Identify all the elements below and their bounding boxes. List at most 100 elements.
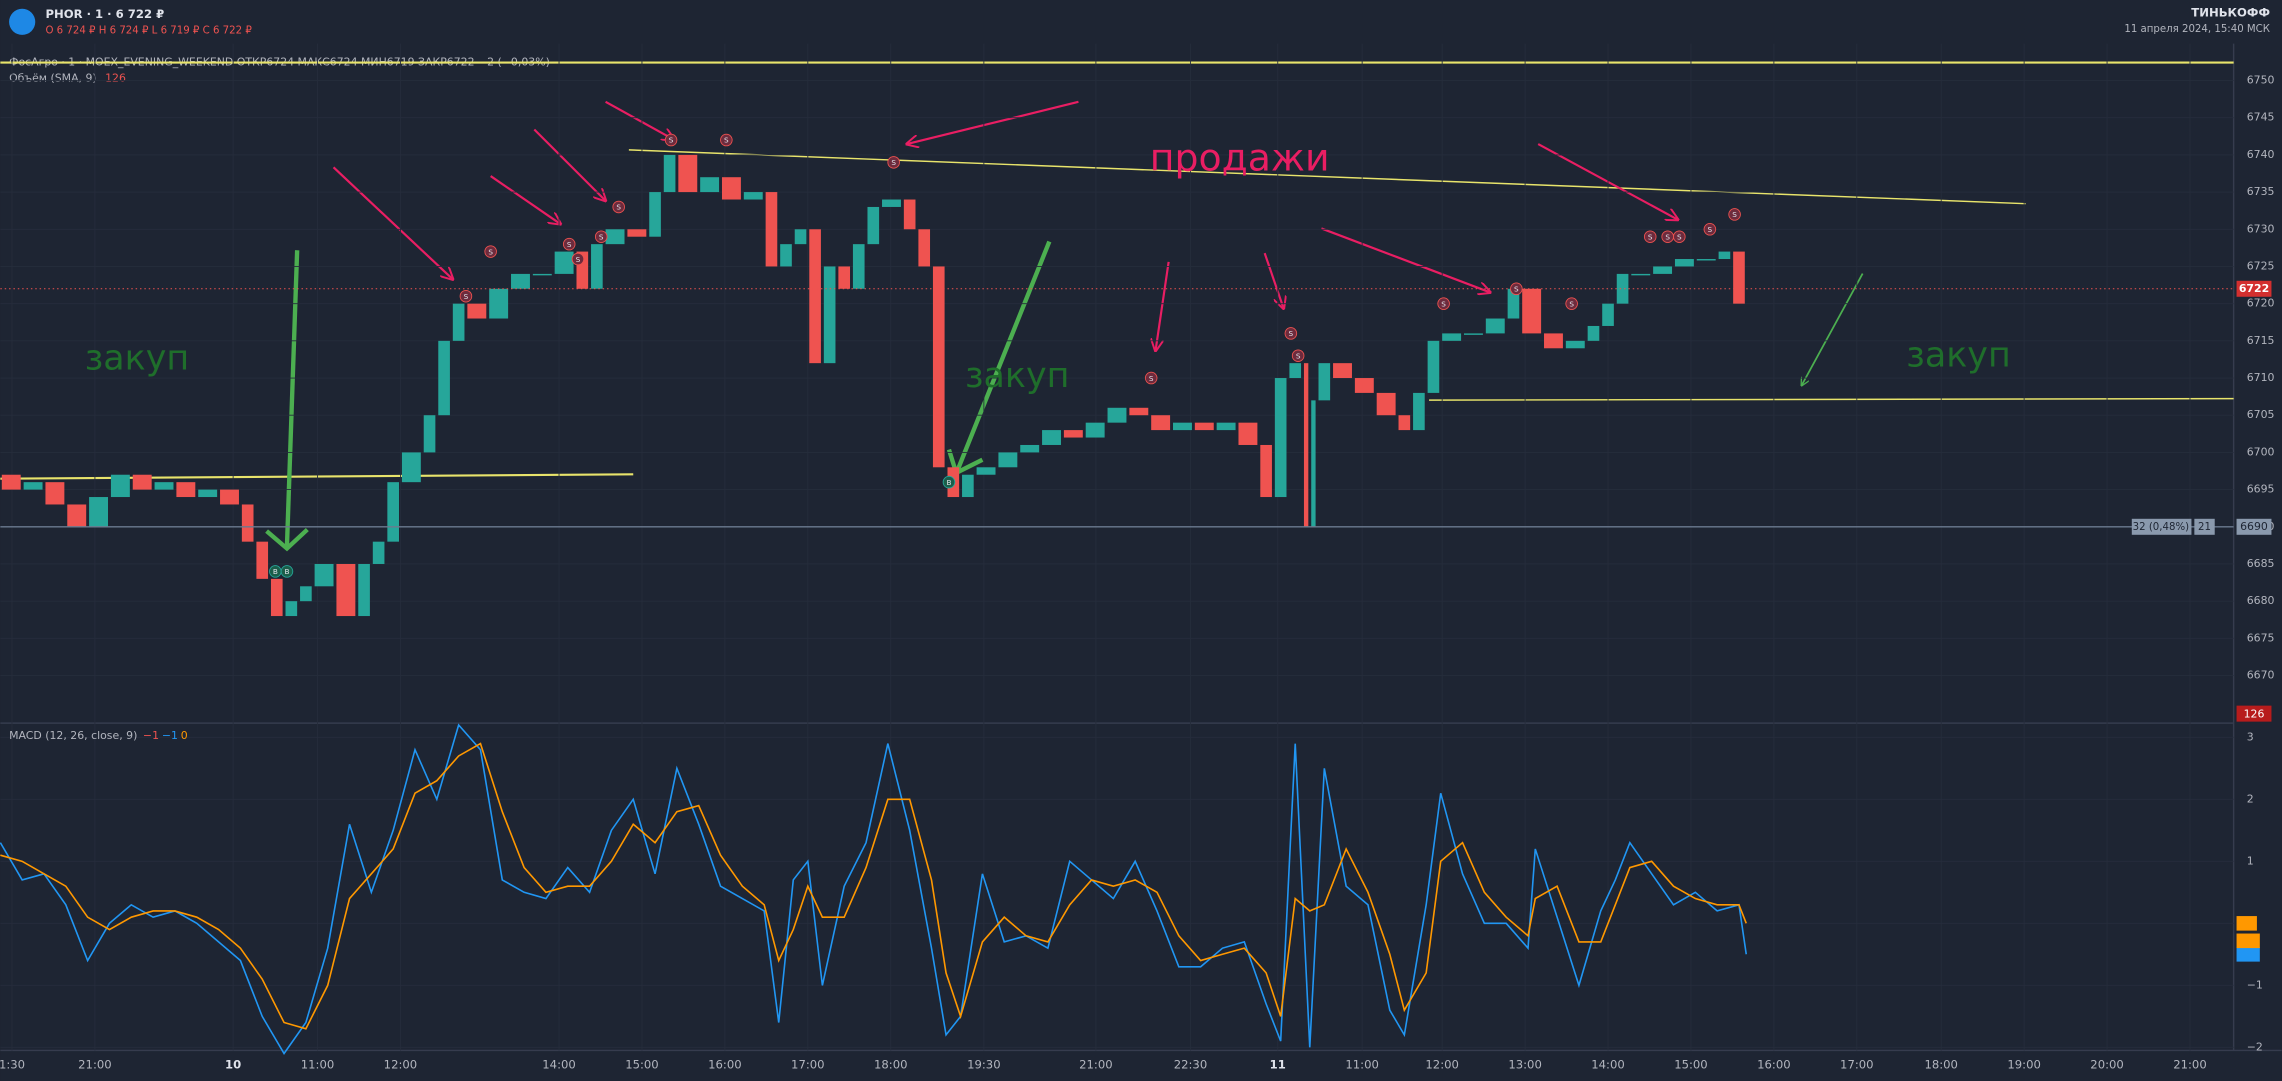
y-tick-label: 6685 [2247,557,2275,570]
x-tick-label: 18:00 [1924,1057,1958,1071]
hline-label: 6690 [2240,520,2268,533]
x-tick-label: 16:00 [708,1057,742,1071]
candle [1565,340,1585,349]
y-tick-label: 6740 [2247,148,2275,161]
candle [176,482,196,498]
x-tick-label: 11:00 [301,1057,335,1071]
candle [1129,407,1149,416]
x-tick-label: 16:00 [1757,1057,1791,1071]
candle [932,266,945,468]
legend-value: −1 [143,729,159,742]
arrow [605,100,674,140]
signal-marker [1565,297,1578,310]
signal-label: B [273,567,278,576]
candle [1696,259,1716,261]
candle [1238,422,1258,445]
signal-marker [612,200,625,214]
x-tick-label: 14:00 [1591,1057,1625,1071]
y-tick-label: 2 [2247,792,2254,805]
candle [663,154,676,193]
annotation: закуп [1906,335,2011,375]
candle [1085,422,1105,438]
signal-marker [664,133,678,147]
y-tick-label: 6680 [2247,594,2275,607]
candle [1311,400,1316,527]
y-tick-label: 6720 [2247,297,2275,310]
candle [1507,288,1520,319]
y-tick-label: −2 [2247,1040,2263,1053]
x-tick-label: 21:00 [2173,1057,2207,1071]
volume-value: 126 [105,72,126,85]
arrow [1156,261,1170,351]
x-tick-label: 19:00 [2007,1057,2041,1071]
signal-marker [720,133,733,147]
candle [1463,333,1483,335]
signal-label: S [1732,210,1737,219]
signal-marker [887,156,900,169]
signal-label: S [567,240,572,249]
arrow [1321,227,1490,292]
signal-marker [594,230,608,243]
last-price-label: 6722 [2239,282,2269,295]
signal-marker [562,237,576,251]
arrow [1802,273,1864,386]
candle [1485,318,1505,334]
candle [852,244,865,289]
candle [1354,378,1374,393]
y-tick-label: 1 [2247,854,2254,867]
x-tick-label: 10 [225,1057,241,1071]
signal-label: B [946,478,951,487]
candle [154,482,174,490]
candle [220,489,239,505]
signal-label: S [464,292,469,301]
candle [1427,340,1440,393]
candle [867,206,880,245]
hline-change: 32 (0,48%) [2133,522,2189,533]
trend-line [0,473,634,480]
candle [270,578,283,617]
arrow [1263,252,1284,308]
signal-marker [459,289,473,303]
volume-badge-label: 126 [2244,707,2265,720]
macd-line [0,742,1747,1030]
candle [452,303,465,341]
candle [132,474,152,490]
candle [962,474,974,498]
trend-line [1429,397,2234,401]
logo [9,8,36,35]
x-tick-label: 17:00 [791,1057,825,1071]
x-tick-label: 19:30 [967,1057,1001,1071]
pane-title: MACD (12, 26, close, 9) [9,729,137,742]
candle [1216,422,1236,431]
candle [67,504,87,527]
candle [1303,363,1309,527]
y-tick-label: 6710 [2247,371,2275,384]
candle [1151,415,1171,431]
candle [198,489,218,498]
candle [387,482,399,542]
candle [1544,333,1563,349]
series-badge [2236,947,2260,962]
candle [489,288,509,319]
signal-label: S [1289,329,1294,338]
candle [918,229,931,267]
volume-badge [2236,705,2272,722]
signal-marker [942,475,956,489]
datetime: 11 апреля 2024, 15:40 МСК [2124,24,2270,35]
candle [1631,273,1651,276]
candle [423,415,436,453]
signal-label: S [576,255,581,264]
signal-marker [1703,223,1717,236]
candle [1653,266,1673,274]
signal-label: S [724,136,729,145]
y-tick-label: 6670 [2247,669,2275,682]
x-tick-label: 18:00 [874,1057,908,1071]
y-tick-label: 6750 [2247,74,2275,87]
candle [838,266,851,289]
x-tick-label: 1:30 [0,1057,25,1071]
candle [372,541,385,564]
signal-marker [1291,349,1305,362]
y-tick-label: 6705 [2247,408,2275,421]
